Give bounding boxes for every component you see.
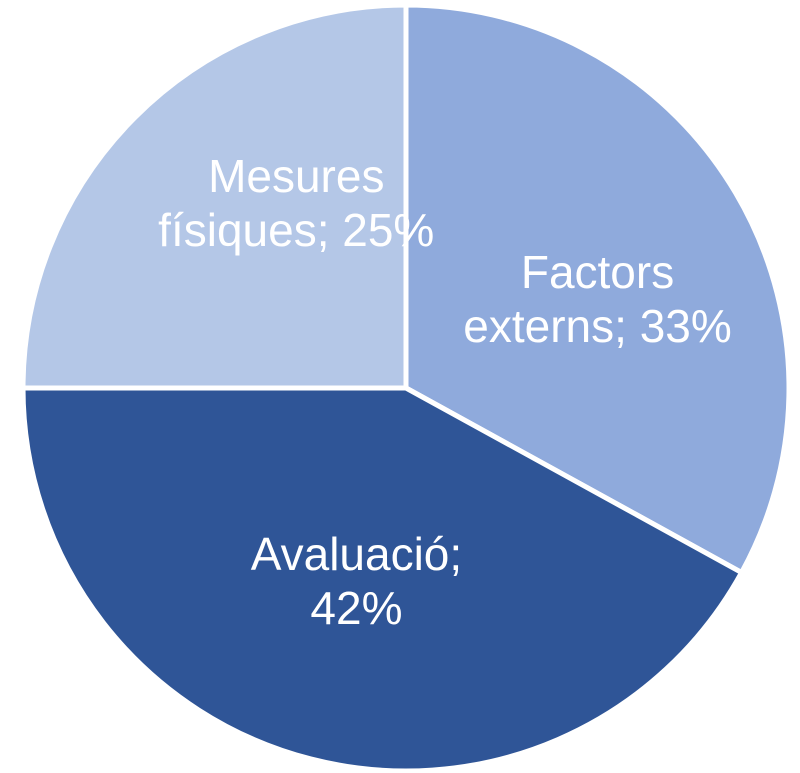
pie-data-labels: Factors externs; 33% Avaluació; 42% Mesures f… xyxy=(158,150,732,634)
pie-slices xyxy=(20,2,792,773)
pie-slice-avaluació xyxy=(20,385,745,773)
pie-slice-mesures-físiques xyxy=(20,2,409,391)
data-label-mesures-físiques: Mesures físiques; 25% xyxy=(158,150,434,256)
data-label-factors-externs: Factors externs; 33% xyxy=(463,246,731,352)
data-label-avaluació: Avaluació; 42% xyxy=(251,528,462,634)
pie-slice-factors-externs xyxy=(403,2,792,576)
